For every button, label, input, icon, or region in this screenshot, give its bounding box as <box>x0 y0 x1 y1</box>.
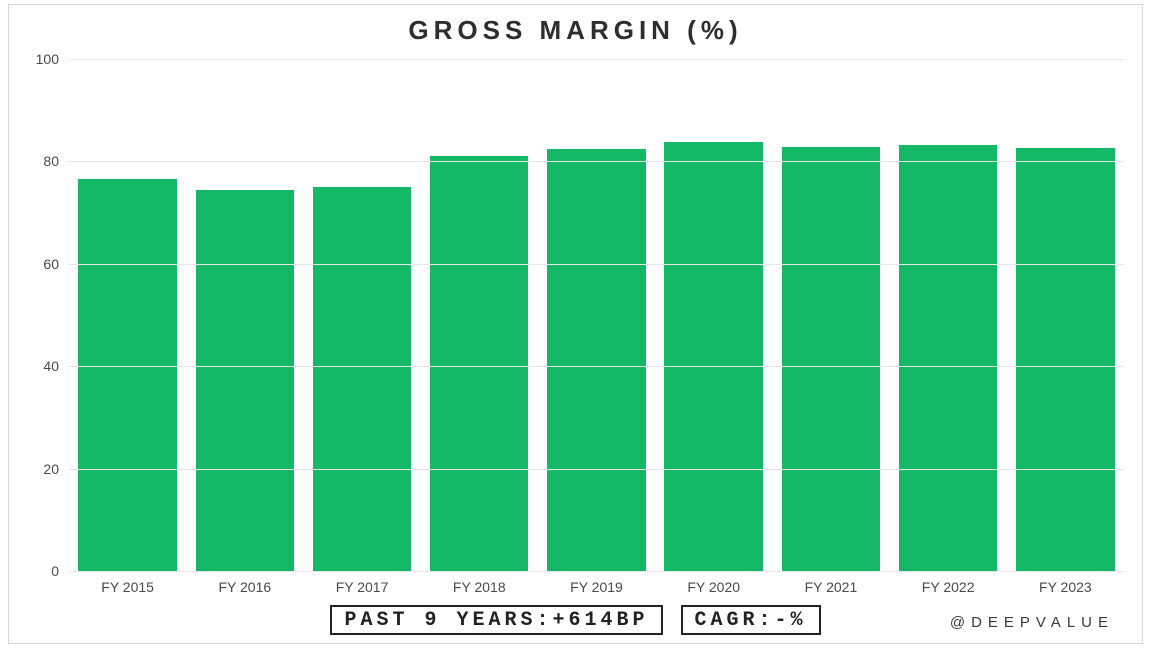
bar-column: FY 2023 <box>1007 59 1124 571</box>
gridline <box>69 59 1124 60</box>
chart-frame: GROSS MARGIN (%) FY 2015FY 2016FY 2017FY… <box>8 4 1143 644</box>
bar-column: FY 2015 <box>69 59 186 571</box>
bar-column: FY 2020 <box>655 59 772 571</box>
gridline <box>69 264 1124 265</box>
bar <box>664 142 762 571</box>
chart-title: GROSS MARGIN (%) <box>9 5 1142 46</box>
stat-badge-cagr: CAGR:-% <box>681 605 821 635</box>
author-handle: @DEEPVALUE <box>950 614 1114 631</box>
y-tick-label: 20 <box>43 461 59 477</box>
gridline <box>69 366 1124 367</box>
y-tick-label: 40 <box>43 358 59 374</box>
gridline <box>69 161 1124 162</box>
bar <box>1016 148 1114 571</box>
x-tick-label: FY 2023 <box>1039 579 1092 595</box>
x-tick-label: FY 2017 <box>336 579 389 595</box>
x-tick-label: FY 2022 <box>922 579 975 595</box>
bar-column: FY 2021 <box>772 59 889 571</box>
y-tick-label: 60 <box>43 256 59 272</box>
x-tick-label: FY 2020 <box>687 579 740 595</box>
bar-column: FY 2016 <box>186 59 303 571</box>
x-tick-label: FY 2016 <box>218 579 271 595</box>
bar-column: FY 2017 <box>303 59 420 571</box>
bar <box>782 147 880 571</box>
bar <box>196 190 294 571</box>
y-tick-label: 0 <box>51 563 59 579</box>
x-tick-label: FY 2018 <box>453 579 506 595</box>
bar <box>78 179 176 571</box>
stat-badge-change: PAST 9 YEARS:+614BP <box>330 605 662 635</box>
plot-area: FY 2015FY 2016FY 2017FY 2018FY 2019FY 20… <box>69 59 1124 571</box>
x-tick-label: FY 2021 <box>805 579 858 595</box>
gridline <box>69 469 1124 470</box>
y-tick-label: 80 <box>43 153 59 169</box>
gridline <box>69 571 1124 572</box>
x-tick-label: FY 2015 <box>101 579 154 595</box>
bar <box>313 187 411 571</box>
bar <box>430 156 528 571</box>
y-tick-label: 100 <box>36 51 59 67</box>
bar-column: FY 2022 <box>890 59 1007 571</box>
bar-column: FY 2019 <box>538 59 655 571</box>
bar-series: FY 2015FY 2016FY 2017FY 2018FY 2019FY 20… <box>69 59 1124 571</box>
x-tick-label: FY 2019 <box>570 579 623 595</box>
bar-column: FY 2018 <box>421 59 538 571</box>
bar <box>899 145 997 571</box>
bar <box>547 149 645 571</box>
